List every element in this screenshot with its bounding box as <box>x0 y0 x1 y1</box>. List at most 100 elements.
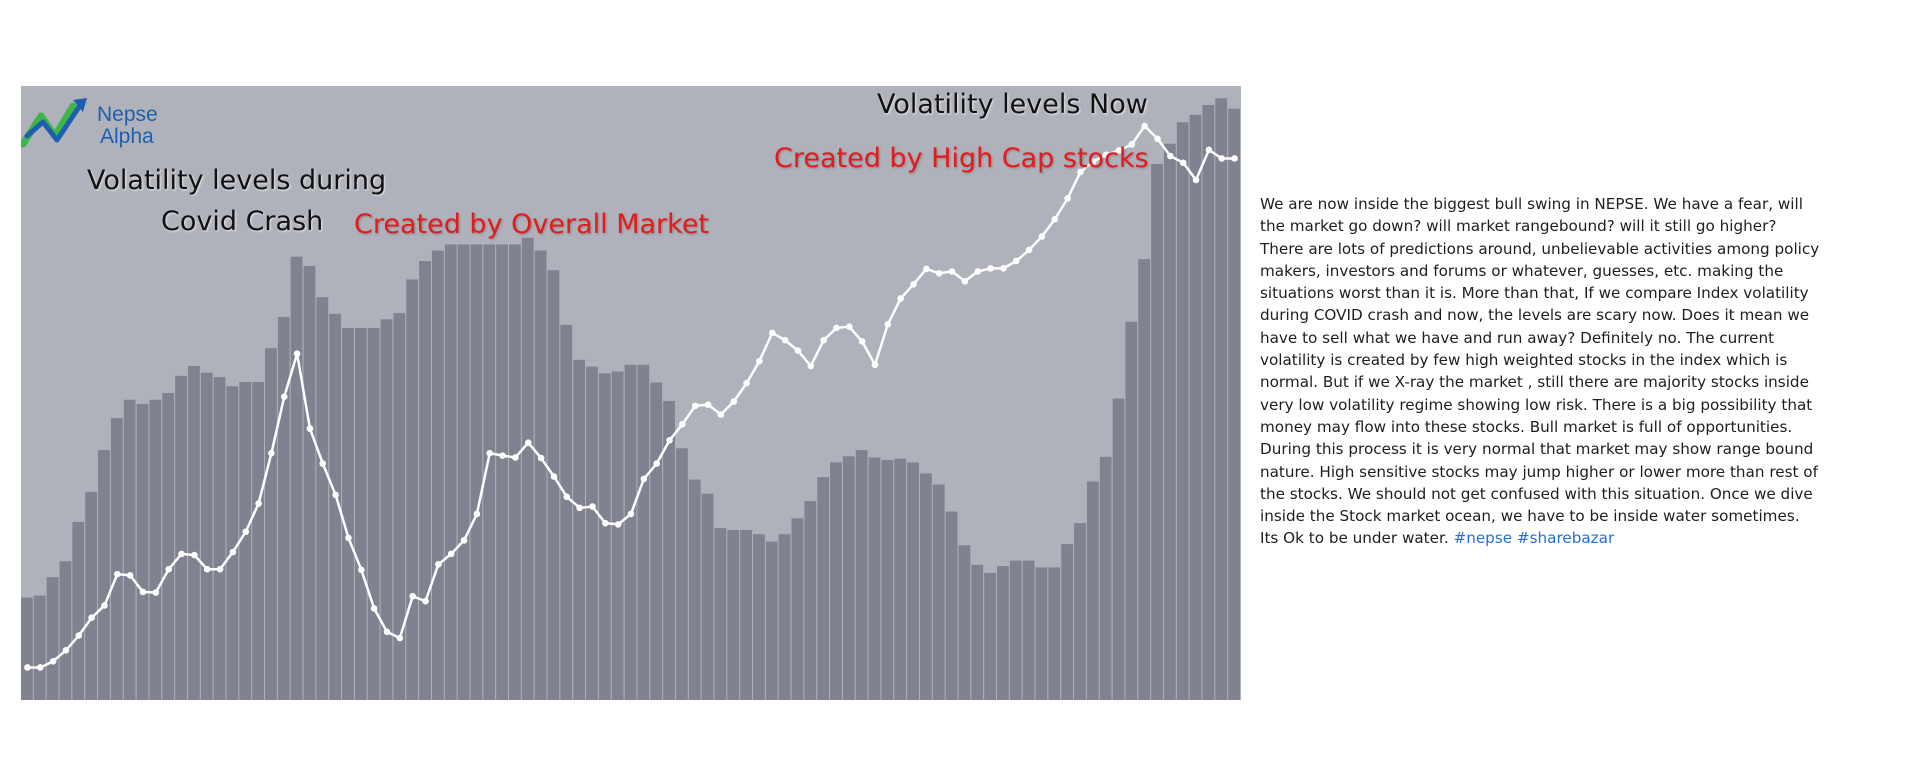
index-line-point <box>833 324 840 332</box>
index-line-point <box>1064 195 1071 202</box>
index-line-point <box>345 534 352 542</box>
volatility-bar <box>611 371 624 700</box>
index-line-point <box>280 393 288 400</box>
volatility-bar <box>842 456 855 700</box>
volatility-bar <box>727 529 740 700</box>
volatility-bar <box>971 564 984 700</box>
annotation-now-subtitle: Created by High Cap stocks <box>774 143 1149 174</box>
index-line-point <box>666 436 673 444</box>
volatility-bar <box>431 250 444 700</box>
volatility-bar <box>367 327 380 700</box>
index-line-point <box>871 361 879 369</box>
chart-plot <box>21 98 1240 700</box>
volatility-bar <box>650 382 663 700</box>
index-line-point <box>1102 151 1110 159</box>
index-line-point <box>1205 146 1213 154</box>
volatility-bar <box>406 279 419 700</box>
annotation-covid-title-line1: Volatility levels during <box>87 165 387 196</box>
volatility-bar <box>110 418 123 700</box>
index-line-point <box>473 510 481 518</box>
index-line-point <box>987 265 994 272</box>
hashtag-link[interactable]: #sharebazar <box>1516 529 1615 548</box>
volatility-bar <box>59 561 72 700</box>
index-line-point <box>460 537 468 544</box>
index-line-point <box>1000 265 1007 272</box>
index-line-point <box>49 658 57 665</box>
index-line-point <box>589 503 596 510</box>
volatility-bar <box>804 501 817 700</box>
volatility-bar <box>740 529 752 700</box>
index-line-point <box>512 454 519 461</box>
volatility-bar <box>598 373 611 700</box>
volatility-bar <box>149 399 162 700</box>
volatility-bar <box>1125 321 1138 700</box>
index-line-point <box>101 602 108 609</box>
index-line-point <box>306 425 314 432</box>
index-line-point <box>242 528 250 536</box>
volatility-bar <box>21 597 33 700</box>
volatility-bar <box>919 473 932 700</box>
index-line-point <box>781 336 789 344</box>
volatility-bar <box>33 595 46 700</box>
nepse-alpha-logo-icon <box>21 98 87 148</box>
index-line-point <box>191 551 198 559</box>
volatility-bar <box>778 534 791 700</box>
volatility-bar <box>85 491 98 700</box>
volatility-bar <box>1228 108 1240 700</box>
volatility-bar <box>509 244 521 700</box>
index-line-point <box>653 460 660 467</box>
volatility-bar <box>393 313 406 700</box>
volatility-bar <box>72 521 85 700</box>
volatility-bar <box>547 270 560 700</box>
index-line-point <box>383 628 391 636</box>
index-line-point <box>36 664 44 671</box>
index-line-point <box>409 592 416 600</box>
annotation-covid-title-line2: Covid Crash <box>161 206 324 237</box>
volatility-bar <box>1074 523 1086 700</box>
volatility-bar <box>753 534 765 700</box>
volatility-bar <box>457 244 470 700</box>
post-body: We are now inside the biggest bull swing… <box>1260 195 1820 548</box>
volatility-bar <box>470 244 483 700</box>
volatility-bar <box>1022 560 1035 700</box>
volatility-bar <box>1151 163 1163 700</box>
index-line-point <box>293 350 301 358</box>
index-line-point <box>794 347 802 354</box>
index-line-point <box>1192 176 1200 184</box>
volatility-bar <box>521 237 534 700</box>
index-line-point <box>422 597 429 605</box>
volatility-bar <box>303 265 316 700</box>
volatility-bar <box>136 404 149 700</box>
volatility-bar <box>290 256 303 700</box>
index-line-point <box>332 491 339 499</box>
volatility-bar <box>444 244 457 700</box>
volatility-bar <box>830 462 842 700</box>
volatility-bar <box>329 313 342 700</box>
volatility-bar <box>1061 544 1074 700</box>
volatility-bar <box>1163 143 1176 700</box>
volatility-bar <box>997 566 1009 700</box>
index-line-point <box>897 295 904 302</box>
index-line-point <box>1231 155 1238 162</box>
volatility-bar <box>958 545 971 700</box>
index-line-point <box>319 460 327 467</box>
volatility-bar <box>46 577 59 700</box>
volatility-bar <box>855 450 868 700</box>
hashtag-link[interactable]: #nepse <box>1453 529 1513 548</box>
index-line-point <box>1090 158 1097 165</box>
volatility-bar <box>1035 567 1048 700</box>
index-line-point <box>550 473 558 480</box>
index-line-point <box>935 269 943 277</box>
volatility-bar <box>213 377 226 700</box>
volatility-bar <box>1138 259 1151 700</box>
index-line-point <box>807 362 815 370</box>
logo-wordmark: Nepse Alpha <box>97 104 158 148</box>
volatility-bar <box>252 381 264 700</box>
volatility-bar <box>483 244 496 700</box>
index-line-point <box>961 277 969 285</box>
index-line-point <box>1141 122 1148 130</box>
volatility-bar <box>277 316 290 700</box>
volatility-bar <box>419 260 431 700</box>
index-line-point <box>152 589 160 596</box>
annotation-now-title: Volatility levels Now <box>877 89 1148 120</box>
